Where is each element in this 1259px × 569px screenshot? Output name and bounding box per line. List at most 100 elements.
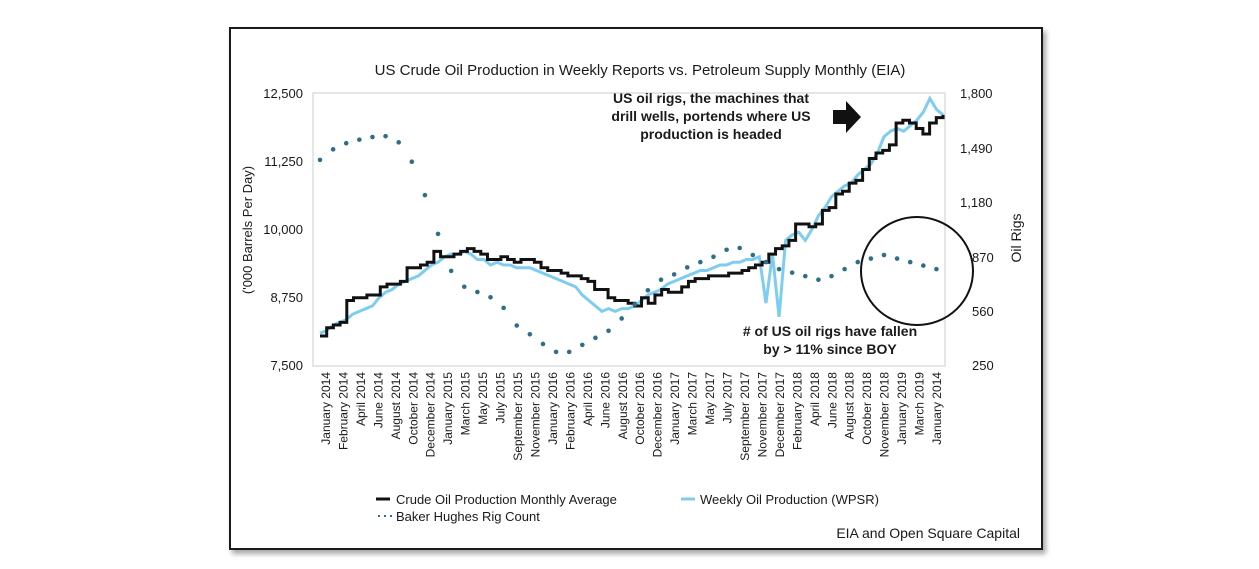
x-tick-label: August 2016 [616,372,630,440]
x-tick-label: June 2016 [598,372,612,428]
x-tick-label: April 2016 [581,372,595,426]
rig-count-point [435,231,441,237]
x-tick-label: April 2018 [808,372,822,426]
x-tick-label: July 2017 [721,372,735,424]
rig-count-point [422,192,428,198]
rig-count-point [606,328,611,334]
x-tick-label: November 2018 [878,372,892,458]
x-tick-label: December 2014 [424,372,438,458]
rig-count-point [527,331,533,337]
plot-area [312,92,946,367]
annotation-top-line3: production is headed [640,126,782,142]
rig-count-point [514,323,520,328]
rig-count-point [750,252,756,258]
rig-count-point [632,302,638,307]
annotation-top-line1: US oil rigs, the machines that [613,90,809,106]
rig-count-point [921,263,926,268]
rig-count-point [540,341,546,347]
x-tick-label: February 2014 [336,372,350,450]
annotation-top-line2: drill wells, portends where US [611,108,810,124]
x-tick-label: June 2014 [371,372,385,428]
x-axis-labels: January 2014 February 2014 April 2014 June … [319,372,944,461]
y-tick-label: 10,000 [263,222,303,237]
rig-count-point [684,265,690,270]
x-tick-label: February 2018 [790,372,804,450]
rig-count-point [658,277,664,282]
rig-count-point [829,273,834,279]
weekly-production-line [319,95,944,335]
y2-tick-label: 560 [972,304,994,319]
series-monthly-average [320,114,945,338]
y2-tick-label: 1,490 [960,141,993,156]
x-tick-label: April 2014 [354,372,368,426]
legend-label-monthly: Crude Oil Production Monthly Average [396,492,617,507]
rig-count-point [501,305,506,311]
rig-count-point [724,247,729,253]
rig-count-point [566,349,572,355]
rig-count-point [711,254,716,260]
x-tick-label: October 2016 [633,372,647,445]
monthly-average-line [320,114,945,338]
x-tick-label: May 2015 [476,372,490,425]
series-weekly-oil-production [319,95,944,335]
rig-count-point [881,252,887,258]
y-axis-title: ('000 Barrels Per Day) [240,166,255,294]
rig-count-point [894,256,900,261]
rig-count-point [868,256,874,261]
rig-count-point [907,259,913,265]
x-tick-label: March 2017 [686,372,700,436]
y-tick-label: 11,250 [264,154,303,169]
x-tick-label: June 2018 [825,372,839,428]
rig-count-point [842,266,847,272]
x-tick-label: March 2015 [459,372,473,436]
x-tick-label: January 2017 [668,372,682,445]
rig-count-point [855,259,861,265]
x-tick-label: September 2015 [511,372,525,461]
arrow-right-icon [833,101,861,133]
chart-frame [229,27,1043,550]
rig-count-point [671,272,677,277]
annotation-bottom-line2: by > 11% since BOY [763,341,897,357]
x-tick-label: October 2018 [860,372,874,445]
source-credit: EIA and Open Square Capital [836,525,1020,541]
x-tick-label: September 2017 [738,372,752,461]
rig-count-point [737,245,743,251]
y2-tick-label: 1,800 [960,86,993,101]
y2-tick-label: 870 [972,250,994,265]
rig-count-point [383,133,388,139]
x-tick-label: December 2016 [651,372,665,458]
highlight-circle [860,216,974,326]
chart-title: US Crude Oil Production in Weekly Report… [375,62,906,79]
y-tick-label: 12,500 [263,86,303,101]
x-tick-label: January 2015 [441,372,455,445]
rig-count-point [357,137,362,142]
rig-count-point [343,140,349,146]
x-tick-label: March 2019 [913,372,927,436]
y2-tick-label: 250 [972,358,994,373]
rig-count-point [461,284,467,290]
legend-label-rigs: Baker Hughes Rig Count [396,509,540,524]
rig-count-point [580,342,585,348]
rig-count-point [763,259,769,265]
y2-axis-title: Oil Rigs [1008,213,1024,262]
rig-count-point [934,266,939,272]
x-tick-label: July 2015 [494,372,508,424]
rig-count-point [789,270,795,275]
rig-count-point [816,277,821,282]
x-tick-label: January 2014 [930,372,944,445]
rig-count-point [776,266,782,272]
x-tick-label: November 2015 [528,372,542,458]
rig-count-point [330,147,336,152]
x-tick-label: January 2016 [546,372,560,445]
x-tick-label: November 2017 [755,372,769,458]
rig-count-point [645,287,651,293]
rig-count-point [475,289,480,295]
series-rig-count [317,133,939,355]
y2-tick-label: 1,180 [960,195,993,210]
rig-count-point [370,134,375,140]
rig-count-point [593,335,598,341]
x-tick-label: February 2016 [563,372,577,450]
x-tick-label: January 2019 [895,372,909,445]
rig-count-point [802,273,808,279]
annotation-bottom-line1: # of US oil rigs have fallen [743,323,917,339]
